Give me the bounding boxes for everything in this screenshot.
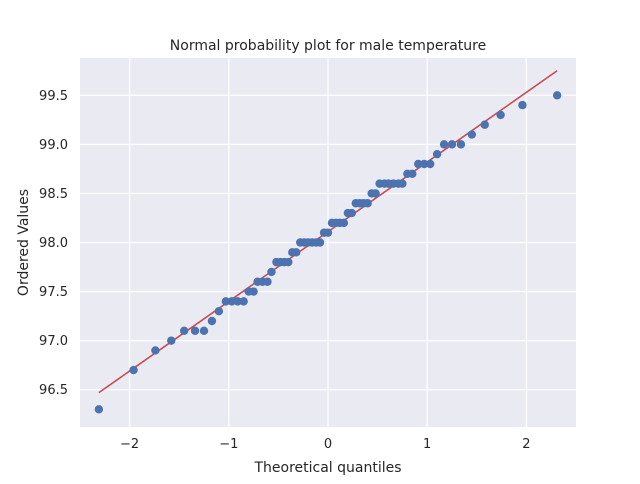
data-point [496, 110, 505, 120]
data-point [167, 336, 176, 345]
data-point [233, 297, 242, 306]
y-tick-label: 98.0 [39, 236, 68, 251]
data-point [284, 257, 293, 267]
y-axis-label: Ordered Values [16, 189, 32, 296]
x-tick-label: 2 [522, 437, 530, 452]
data-point [221, 297, 231, 306]
y-tick-label: 97.0 [39, 334, 68, 349]
data-point [371, 189, 380, 198]
data-point [456, 140, 466, 149]
data-point [239, 297, 248, 306]
data-point [129, 365, 138, 375]
data-point [339, 218, 349, 228]
data-point [267, 267, 276, 277]
y-tick-label: 99.0 [39, 138, 68, 153]
data-point [432, 149, 442, 159]
data-point [425, 159, 435, 169]
x-tick-labels: −2 −1 0 1 2 [120, 437, 531, 452]
data-point [347, 208, 357, 218]
data-point [447, 140, 457, 149]
points-group [94, 91, 562, 414]
data-point [420, 159, 429, 169]
y-tick-labels: 96.5 97.0 97.5 98.0 98.5 99.0 99.5 [39, 89, 68, 398]
data-point [363, 199, 372, 208]
data-point [207, 316, 217, 326]
y-tick-label: 98.5 [39, 187, 68, 202]
data-point [214, 306, 224, 316]
x-tick-label: 1 [423, 437, 431, 452]
data-point [249, 287, 258, 296]
data-point [439, 140, 449, 149]
data-point [227, 297, 236, 306]
data-point [480, 120, 489, 129]
data-point [552, 91, 562, 100]
data-point [398, 179, 407, 188]
y-tick-label: 97.5 [39, 285, 68, 300]
x-tick-label: −1 [219, 437, 238, 452]
data-point [263, 277, 272, 286]
y-tick-label: 99.5 [39, 89, 68, 104]
data-point [151, 346, 160, 355]
data-point [518, 100, 527, 110]
y-tick-label: 96.5 [39, 383, 68, 398]
data-point [414, 159, 423, 169]
data-point [190, 326, 200, 336]
data-point [315, 238, 325, 247]
chart-title: Normal probability plot for male tempera… [170, 38, 486, 54]
x-tick-label: 0 [324, 437, 332, 452]
data-point [179, 326, 189, 336]
data-point [323, 228, 333, 237]
data-point [199, 326, 209, 336]
x-axis-label: Theoretical quantiles [253, 460, 401, 476]
data-point [408, 169, 417, 179]
data-point [292, 248, 301, 257]
x-tick-label: −2 [120, 437, 139, 452]
grid [80, 58, 576, 427]
data-point [94, 405, 104, 414]
data-point [467, 130, 477, 139]
